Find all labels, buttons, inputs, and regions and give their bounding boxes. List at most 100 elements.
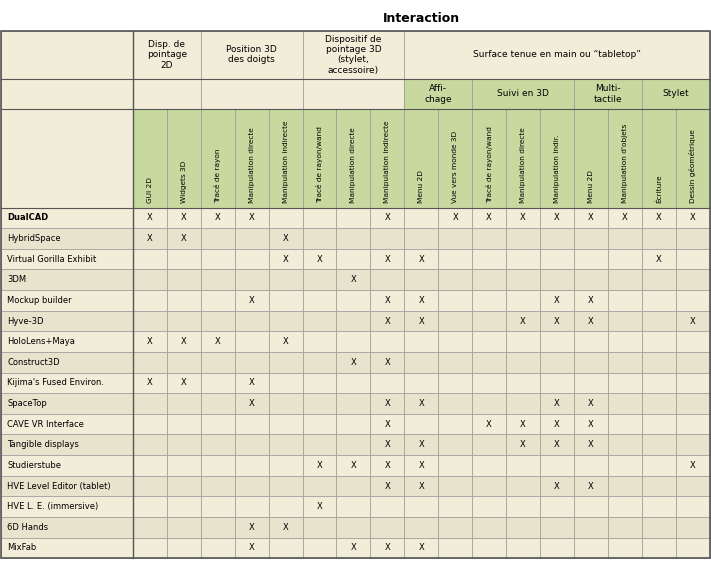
Bar [438, 208, 472, 228]
Bar [574, 109, 608, 208]
Bar [472, 537, 506, 558]
Bar [1, 269, 133, 290]
Bar [642, 517, 675, 537]
Bar [506, 311, 540, 332]
Bar [472, 414, 506, 434]
Bar [201, 31, 303, 79]
Text: X: X [554, 440, 560, 449]
Bar [1, 311, 133, 332]
Text: 3DM: 3DM [7, 275, 26, 284]
Bar [303, 517, 336, 537]
Bar [133, 79, 201, 109]
Bar [540, 517, 574, 537]
Text: X: X [147, 234, 153, 243]
Text: Surface tenue en main ou “tabletop”: Surface tenue en main ou “tabletop” [473, 50, 641, 59]
Bar [472, 393, 506, 414]
Bar [608, 373, 642, 393]
Bar [405, 496, 438, 517]
Bar [472, 352, 506, 373]
Bar [675, 476, 710, 496]
Bar [506, 249, 540, 269]
Text: X: X [316, 255, 322, 264]
Bar [1, 249, 133, 269]
Text: Tracé de rayon/wand: Tracé de rayon/wand [316, 126, 323, 203]
Bar [642, 476, 675, 496]
Bar [370, 208, 405, 228]
Bar [133, 434, 167, 455]
Bar [438, 228, 472, 249]
Bar [642, 311, 675, 332]
Bar [438, 373, 472, 393]
Bar [370, 109, 405, 208]
Text: HVE Level Editor (tablet): HVE Level Editor (tablet) [7, 481, 111, 490]
Text: Manipulation indir.: Manipulation indir. [554, 135, 560, 203]
Bar [608, 414, 642, 434]
Bar [303, 434, 336, 455]
Bar [608, 228, 642, 249]
Bar [405, 476, 438, 496]
Text: X: X [690, 213, 695, 222]
Text: Position 3D
des doigts: Position 3D des doigts [226, 45, 277, 65]
Text: CAVE VR Interface: CAVE VR Interface [7, 420, 84, 429]
Text: X: X [283, 234, 289, 243]
Bar [336, 228, 370, 249]
Text: Écriture: Écriture [656, 174, 662, 203]
Bar [506, 373, 540, 393]
Bar [303, 352, 336, 373]
Bar [303, 393, 336, 414]
Bar [1, 414, 133, 434]
Bar [438, 269, 472, 290]
Text: Menu 2D: Menu 2D [418, 170, 424, 203]
Bar [167, 249, 201, 269]
Bar [336, 393, 370, 414]
Bar [201, 393, 235, 414]
Text: DualCAD: DualCAD [7, 213, 48, 222]
Bar [133, 332, 167, 352]
Text: X: X [520, 213, 526, 222]
Bar [201, 434, 235, 455]
Bar [201, 290, 235, 311]
Bar [1, 228, 133, 249]
Bar [370, 332, 405, 352]
Bar [303, 109, 336, 208]
Bar [336, 373, 370, 393]
Bar [472, 109, 506, 208]
Text: X: X [622, 213, 628, 222]
Bar [675, 517, 710, 537]
Text: X: X [249, 544, 255, 553]
Bar [405, 249, 438, 269]
Bar [540, 249, 574, 269]
Bar [438, 352, 472, 373]
Bar [269, 414, 303, 434]
Text: Vue vers monde 3D: Vue vers monde 3D [452, 131, 458, 203]
Bar [506, 228, 540, 249]
Bar [269, 476, 303, 496]
Bar [506, 476, 540, 496]
Bar [370, 434, 405, 455]
Text: X: X [249, 399, 255, 408]
Bar [167, 455, 201, 476]
Text: X: X [554, 399, 560, 408]
Bar [235, 208, 269, 228]
Bar [506, 517, 540, 537]
Text: X: X [181, 337, 187, 346]
Bar [269, 228, 303, 249]
Bar [336, 496, 370, 517]
Bar [167, 311, 201, 332]
Bar [608, 208, 642, 228]
Text: 6D Hands: 6D Hands [7, 523, 48, 532]
Text: Construct3D: Construct3D [7, 358, 60, 367]
Bar [438, 414, 472, 434]
Bar [303, 311, 336, 332]
Bar [167, 332, 201, 352]
Bar [235, 517, 269, 537]
Text: X: X [351, 358, 356, 367]
Bar [201, 269, 235, 290]
Bar [540, 373, 574, 393]
Text: Tangible displays: Tangible displays [7, 440, 79, 449]
Bar [642, 109, 675, 208]
Bar [405, 109, 438, 208]
Bar [574, 352, 608, 373]
Bar [1, 352, 133, 373]
Bar [574, 393, 608, 414]
